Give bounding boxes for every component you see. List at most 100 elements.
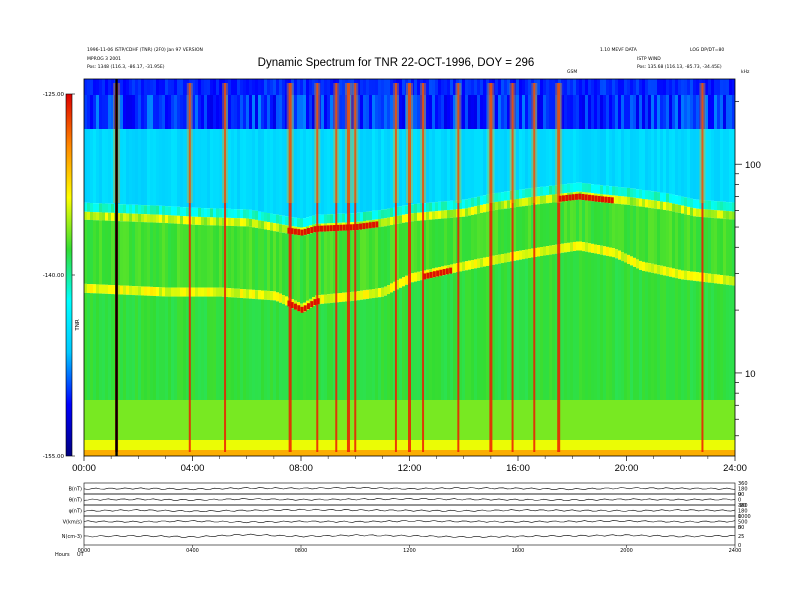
spectrogram-cell — [168, 206, 171, 216]
spectrogram-cell — [444, 129, 447, 202]
spectrogram-cell — [687, 280, 690, 400]
spectrogram-cell — [306, 79, 309, 95]
spectrogram-cell — [528, 257, 531, 400]
spectrogram-cell — [267, 79, 270, 95]
spectrogram-cell — [669, 193, 672, 203]
spectrogram-cell — [312, 306, 315, 400]
spectrogram-cell — [627, 263, 630, 400]
spectrogram-cell — [585, 440, 588, 456]
spectrogram-cell — [267, 440, 270, 456]
spectrogram-cell — [153, 440, 156, 456]
spectrogram-cell — [249, 298, 252, 400]
spectrogram-cell — [618, 196, 621, 205]
spectrogram-cell — [561, 252, 564, 400]
spectrogram — [84, 79, 735, 456]
spectrogram-cell — [465, 129, 468, 200]
spectrogram-cell — [207, 129, 210, 209]
spectrogram-cell — [345, 400, 348, 440]
spectrogram-cell — [405, 214, 408, 223]
spectrogram-cell — [144, 440, 147, 456]
spectrogram-cell — [405, 275, 408, 285]
spectrogram-cell — [333, 302, 336, 400]
spectrogram-cell — [144, 400, 147, 440]
spectrogram-cell — [186, 79, 189, 95]
spectrogram-cell — [360, 212, 363, 222]
spectrogram-cell — [222, 296, 225, 400]
panel-scale-label: 25 — [738, 534, 744, 540]
spectrogram-cell — [441, 266, 444, 276]
spectrogram-cell — [630, 129, 633, 189]
spectrogram-cell — [399, 287, 402, 400]
spectrogram-cell — [375, 79, 378, 95]
spectrogram-cell — [699, 79, 702, 95]
spectrogram-cell — [468, 269, 471, 400]
spectrogram-cell — [612, 79, 615, 95]
spectrogram-cell — [576, 79, 579, 95]
spectrogram-cell — [678, 212, 681, 270]
radio-burst — [188, 83, 191, 452]
spectrogram-cell — [612, 400, 615, 440]
spectrogram-cell — [693, 79, 696, 95]
spectrogram-cell — [210, 225, 213, 288]
spectrogram-cell — [120, 294, 123, 400]
spectrogram-cell — [600, 185, 603, 195]
spectrogram-cell — [474, 440, 477, 456]
spectrogram-cell — [510, 261, 513, 400]
spectrogram-cell — [453, 95, 456, 129]
spectrogram-cell — [435, 219, 438, 268]
spectrogram-cell — [396, 223, 399, 281]
spectrogram-cell — [342, 400, 345, 440]
spectrogram-cell — [636, 206, 639, 260]
spectrogram-cell — [378, 129, 381, 211]
spectrogram-cell — [654, 191, 657, 201]
spectrogram-cell — [513, 79, 516, 95]
spectrogram-cell — [702, 440, 705, 456]
spectrogram-cell — [705, 273, 708, 283]
spectrogram-cell — [270, 230, 273, 292]
spectrogram-cell — [672, 95, 675, 129]
spectrogram-cell — [204, 225, 207, 288]
spectrogram-cell — [429, 440, 432, 456]
spectrogram-cell — [297, 400, 300, 440]
spectrogram-cell — [546, 246, 549, 256]
spectrogram-cell — [141, 400, 144, 440]
spectrogram-cell — [546, 255, 549, 400]
spectrogram-cell — [582, 183, 585, 193]
spectrogram-cell — [459, 440, 462, 456]
spectrogram-cell — [399, 206, 402, 216]
spectrogram-cell — [132, 440, 135, 456]
spectrogram-cell — [660, 274, 663, 400]
band-highlight — [293, 228, 297, 235]
spectrogram-cell — [723, 218, 726, 276]
spectrogram-cell — [630, 95, 633, 129]
spectrogram-cell — [435, 79, 438, 95]
spectrogram-cell — [576, 95, 579, 129]
spectrogram-cell — [360, 440, 363, 456]
spectrogram-cell — [663, 400, 666, 440]
spectrogram-cell — [414, 129, 417, 204]
spectrogram-cell — [639, 269, 642, 400]
spectrogram-cell — [426, 278, 429, 400]
spectrogram-cell — [480, 267, 483, 400]
band-highlight — [319, 225, 323, 232]
spectrogram-cell — [180, 440, 183, 456]
spectrogram-cell — [174, 296, 177, 400]
spectrogram-cell — [132, 221, 135, 287]
spectrogram-cell — [390, 129, 393, 209]
spectrogram-cell — [633, 205, 636, 258]
spectrogram-cell — [660, 129, 663, 193]
spectrogram-cell — [729, 285, 732, 400]
spectrogram-cell — [540, 247, 543, 257]
spectrogram-cell — [525, 79, 528, 95]
spectrogram-cell — [576, 199, 579, 242]
spectrogram-cell — [729, 276, 732, 286]
spectrogram-cell — [531, 95, 534, 129]
spectrogram-cell — [576, 400, 579, 440]
spectrogram-cell — [300, 95, 303, 129]
spectrogram-cell — [414, 95, 417, 129]
spectrogram-cell — [675, 129, 678, 196]
spectrogram-cell — [273, 231, 276, 292]
spectrogram-cell — [516, 251, 519, 261]
spectrogram-cell — [225, 400, 228, 440]
spectrogram-cell — [672, 268, 675, 278]
